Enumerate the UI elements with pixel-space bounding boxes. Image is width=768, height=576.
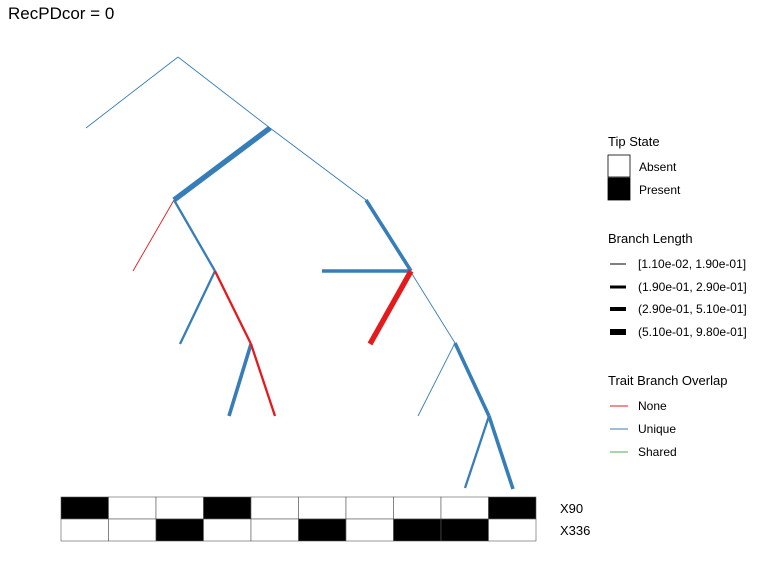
- legend-shared-label: Shared: [638, 445, 677, 459]
- legend-length-1-label: [1.10e-02, 1.90e-01]: [638, 257, 746, 271]
- matrix-cell-X90-3: [155, 496, 204, 520]
- legend-tip-state: Tip State Absent Present: [607, 134, 681, 201]
- plot-title: RecPDcor = 0: [8, 4, 115, 23]
- legend-present-label: Present: [639, 183, 681, 197]
- tree-branch-n1-n3: [172, 125, 272, 203]
- tree-branch-n6-t3: [227, 343, 253, 417]
- tree-branch-n9-t9: [487, 415, 515, 490]
- legend-overlap-title: Trait Branch Overlap: [608, 373, 727, 388]
- matrix-cell-X90-2: [108, 496, 157, 520]
- legend-length-3-label: (2.90e-01, 5.10e-01]: [638, 302, 747, 316]
- tree-branch-n7-t6: [367, 269, 414, 346]
- tree-branch-n3-t1: [132, 199, 175, 272]
- legend-length-4-label: (5.10e-01, 9.80e-01]: [638, 325, 747, 339]
- legend-tip-state-title: Tip State: [608, 134, 660, 149]
- tree-branch-n8-t7: [417, 342, 456, 417]
- legend-branch-length: Branch Length [1.10e-02, 1.90e-01] (1.90…: [608, 231, 747, 339]
- matrix-cell-X336-1: [60, 518, 109, 542]
- matrix-cell-X336-7: [345, 518, 394, 542]
- matrix-cell-X336-2: [108, 518, 157, 542]
- matrix-cell-X90-9: [440, 496, 489, 520]
- matrix-cell-X336-4: [203, 518, 252, 542]
- tree-branch-n5-n6: [213, 270, 253, 345]
- matrix-cell-X336-9: [440, 518, 489, 542]
- tree-branch-n3-n5: [173, 199, 216, 272]
- matrix-cell-X336-3: [155, 518, 204, 542]
- matrix-cell-X90-5: [250, 496, 299, 520]
- matrix-cell-X90-10: [488, 496, 537, 520]
- legend-none-label: None: [638, 399, 667, 413]
- tree-branch-root-n1: [177, 56, 271, 129]
- tree-branch-root-n2: [85, 56, 179, 129]
- legend-present-swatch: [607, 177, 631, 201]
- matrix-cell-X90-4: [203, 496, 252, 520]
- matrix-cell-X336-8: [393, 518, 442, 542]
- legend-trait-branch-overlap: Trait Branch Overlap None Unique Shared: [608, 373, 727, 459]
- legend-length-2-label: (1.90e-01, 2.90e-01]: [638, 280, 747, 294]
- tree-branch-n9-t8: [463, 415, 491, 489]
- matrix-cell-X336-6: [298, 518, 347, 542]
- tree-branch-n1-n4: [269, 127, 367, 201]
- legend-unique-label: Unique: [638, 422, 676, 436]
- trait-matrix: X90 X336: [60, 496, 590, 542]
- matrix-cell-X336-10: [488, 518, 537, 542]
- matrix-cell-X90-1: [60, 496, 109, 520]
- tree-branch-n8-n9: [453, 342, 491, 417]
- matrix-cell-X336-5: [250, 518, 299, 542]
- tree-branch-n5-t2: [178, 270, 217, 345]
- tree-branch-n6-t4: [249, 343, 277, 417]
- legend-absent-label: Absent: [639, 160, 677, 174]
- matrix-row-label-X90: X90: [560, 501, 583, 516]
- tree-branches: [85, 56, 515, 490]
- legend-branch-length-title: Branch Length: [608, 231, 693, 246]
- legend-absent-swatch: [607, 154, 631, 178]
- matrix-cell-X90-6: [298, 496, 347, 520]
- matrix-cell-X90-8: [393, 496, 442, 520]
- matrix-cell-X90-7: [345, 496, 394, 520]
- matrix-row-label-X336: X336: [560, 523, 590, 538]
